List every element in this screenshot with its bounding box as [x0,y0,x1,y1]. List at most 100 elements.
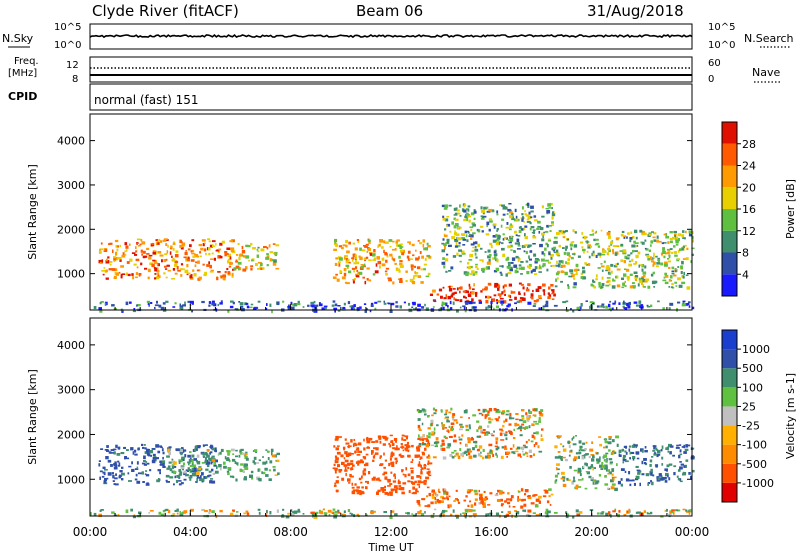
echo-cell-3 [493,294,497,297]
echo-cell-0 [197,260,200,264]
echo-cell-0 [191,249,195,252]
echo-cell-2 [356,492,360,495]
echo-cell-3 [459,299,463,303]
echo-cell-5 [599,458,601,462]
echo-cell-4 [458,436,461,438]
echo-cell-5 [602,250,607,253]
echo-cell-5 [633,240,636,244]
echo-cell-3 [470,489,474,491]
echo-cell-5 [593,479,597,482]
echo-cell-4 [510,223,512,226]
echo-cell-0 [117,446,121,450]
echo-cell-2 [426,468,430,470]
echo-cell-0 [194,467,197,471]
echo-cell-4 [474,245,477,249]
echo-cell-4 [433,431,436,435]
echo-cell-6 [622,461,625,464]
echo-cell-5 [608,471,612,475]
echo-cell-1 [262,456,264,458]
echo-cell-0 [205,462,210,465]
echo-cell-0 [104,449,109,451]
echo-cell-2 [361,460,364,464]
echo-cell-5 [555,479,558,482]
echo-cell-0 [225,253,229,255]
echo-cell-0 [145,461,148,463]
echo-cell-5 [675,240,679,244]
echo-cell-4 [467,205,471,208]
echo-cell-5 [691,235,694,240]
echo-cell-5 [664,281,669,285]
echo-cell-4 [510,249,513,251]
echo-cell-6 [412,308,417,311]
echo-cell-1 [245,244,249,248]
echo-cell-1 [226,450,230,452]
echo-cell-4 [497,234,500,239]
echo-cell-4 [419,429,422,431]
echo-cell-6 [146,300,151,303]
echo-cell-3 [514,296,517,300]
echo-cell-4 [519,419,523,422]
echo-cell-4 [490,244,493,249]
echo-cell-3 [424,505,428,507]
echo-cell-6 [624,455,627,457]
echo-cell-6 [633,301,638,304]
echo-cell-4 [470,438,474,441]
echo-cell-0 [115,251,118,255]
echo-cell-1 [178,459,183,463]
echo-cell-2 [352,464,355,467]
echo-cell-5 [646,254,650,258]
echo-cell-4 [502,238,505,241]
echo-cell-4 [525,214,529,217]
echo-cell-4 [508,228,512,231]
echo-cell-6 [578,306,582,310]
echo-cell-0 [192,255,196,258]
echo-cell-5 [653,239,657,242]
echo-cell-0 [163,259,167,263]
echo-cell-4 [500,430,504,432]
echo-cell-4 [510,212,514,217]
echo-cell-7 [432,513,435,515]
echo-cell-5 [660,252,663,255]
echo-cell-2 [423,268,426,271]
echo-cell-4 [541,205,544,209]
echo-cell-2 [392,480,397,483]
echo-cell-1 [190,476,193,479]
echo-cell-2 [427,272,431,276]
echo-cell-5 [593,286,596,289]
echo-cell-1 [242,470,245,473]
echo-cell-3 [474,492,479,496]
echo-cell-1 [256,254,259,258]
echo-cell-5 [575,487,579,490]
echo-cell-4 [443,266,446,269]
echo-cell-7 [411,513,414,515]
echo-cell-3 [478,299,482,302]
echo-cell-4 [459,448,462,452]
echo-cell-0 [211,455,215,458]
echo-cell-5 [680,271,683,275]
echo-cell-4 [474,252,477,256]
echo-cell-5 [611,468,615,472]
echo-cell-4 [516,248,521,250]
echo-cell-3 [517,495,519,500]
echo-cell-6 [596,305,600,308]
echo-cell-6 [667,450,670,453]
echo-cell-0 [112,474,115,479]
echo-cell-3 [521,297,526,301]
echo-cell-2 [398,479,400,482]
echo-cell-0 [121,254,126,258]
echo-cell-5 [658,240,662,243]
echo-cell-0 [159,460,163,464]
echo-cell-2 [411,243,415,247]
echo-cell-5 [592,467,596,469]
echo-cell-0 [179,471,183,475]
echo-cell-3 [538,495,542,499]
echo-cell-5 [616,463,618,467]
echo-cell-4 [446,253,449,256]
echo-cell-0 [114,257,118,261]
echo-cell-4 [486,210,491,213]
echo-cell-4 [518,229,522,233]
echo-cell-6 [680,463,684,466]
echo-cell-7 [618,510,621,513]
echo-cell-5 [603,446,606,449]
echo-cell-5 [605,452,609,455]
